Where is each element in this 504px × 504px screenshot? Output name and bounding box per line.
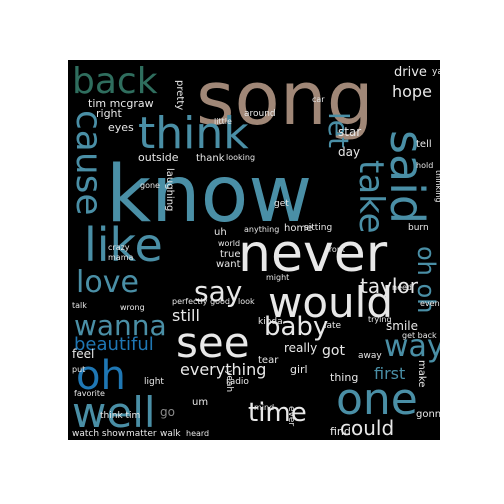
word-look: look <box>238 297 255 306</box>
word-beautiful: beautiful <box>74 334 154 355</box>
word-home: home <box>284 223 313 234</box>
word-heard: heard <box>186 429 210 438</box>
word-way: way <box>384 329 440 364</box>
word-kinda: kinda <box>258 317 283 327</box>
word-anything: anything <box>244 225 280 234</box>
word-cloud: song know think never said back cause li… <box>68 60 440 440</box>
word-hope: hope <box>392 82 432 101</box>
word-said: said <box>380 130 434 225</box>
word-front: front <box>326 245 346 254</box>
word-favorite: favorite <box>74 389 105 398</box>
word-get-back: get back <box>402 331 437 340</box>
word-even: even <box>420 299 440 308</box>
word-watch-show: watch show <box>72 429 126 439</box>
word-taylor: taylor <box>360 274 418 298</box>
word-mind: mind <box>254 403 275 412</box>
word-first: first <box>374 364 406 383</box>
word-still: still <box>172 306 200 325</box>
word-sitting: sitting <box>304 223 333 233</box>
word-take: take <box>351 160 391 234</box>
word-let: let <box>322 112 355 148</box>
word-thinking: thinking <box>434 170 440 203</box>
word-get: get <box>274 199 289 209</box>
word-everything: everything <box>180 360 267 379</box>
word-thing: thing <box>330 371 359 384</box>
word-um: um <box>192 397 209 408</box>
word-perfectly-good: perfectly good <box>172 297 231 306</box>
word-away: away <box>358 351 382 361</box>
word-crazy: crazy <box>108 243 130 252</box>
word-baby: baby <box>264 312 329 342</box>
word-might: might <box>266 273 290 282</box>
word-wrong: wrong <box>120 303 145 312</box>
word-know: know <box>106 150 313 240</box>
word-matter: matter <box>126 429 157 439</box>
word-got: got <box>322 343 345 359</box>
word-cause: cause <box>68 110 109 216</box>
word-find: find <box>330 425 351 438</box>
word-star: star <box>338 125 362 139</box>
word-day: day <box>338 145 361 159</box>
word-pretty: pretty <box>174 80 185 111</box>
word-mama: mama <box>108 253 134 262</box>
word-light: light <box>144 377 164 387</box>
word-drive: drive <box>394 65 427 80</box>
word-tell: tell <box>416 139 432 150</box>
word-one: one <box>336 374 418 425</box>
word-smile: smile <box>386 319 418 333</box>
word-uh: uh <box>214 227 227 238</box>
word-think-tim: think tim <box>100 411 141 421</box>
word-like: like <box>84 218 163 272</box>
word-wanna: wanna <box>74 309 167 342</box>
word-oh: oh <box>76 353 126 399</box>
word-go: go <box>160 405 175 419</box>
word-little: little <box>214 117 232 126</box>
word-looking: looking <box>226 153 256 162</box>
word-put: put <box>72 365 86 374</box>
word-burn: burn <box>408 223 429 233</box>
word-really: really <box>284 341 318 355</box>
word-make: make <box>416 360 427 388</box>
word-world: world <box>218 239 241 248</box>
word-would: would <box>268 278 393 327</box>
word-ya: ya <box>432 67 440 77</box>
word-gonna: gonna <box>416 409 440 420</box>
word-trying: trying <box>368 315 392 324</box>
word-see: see <box>176 318 250 367</box>
word-say: say <box>194 275 243 308</box>
word-tear: tear <box>258 355 279 366</box>
word-thank: thank <box>196 153 225 164</box>
word-tim-mcgraw: tim mcgraw <box>88 97 154 110</box>
word-oh-oh: oh oh <box>412 246 440 314</box>
word-time: time <box>248 398 307 428</box>
word-right: right <box>96 107 122 120</box>
word-car: car <box>312 95 325 104</box>
word-hold: hold <box>416 161 434 170</box>
word-around: around <box>244 109 276 119</box>
word-late: late <box>324 321 342 331</box>
word-eyes: eyes <box>108 121 134 134</box>
word-radio: radio <box>226 377 249 387</box>
word-back: back <box>72 61 158 102</box>
word-walk: walk <box>160 429 181 439</box>
word-could: could <box>340 416 395 440</box>
word-outside: outside <box>138 151 179 164</box>
word-talk: talk <box>72 301 87 310</box>
word-yeah: yeah <box>224 370 234 393</box>
word-think: think <box>138 108 249 159</box>
word-true: true <box>220 249 241 260</box>
word-song: song <box>196 60 374 142</box>
word-love: love <box>76 265 139 300</box>
word-laughing: laughing <box>164 168 175 212</box>
word-want: want <box>216 259 241 270</box>
word-feel: feel <box>72 347 95 361</box>
word-gone: gone <box>140 181 160 190</box>
word-well: well <box>72 388 156 437</box>
word-never: never <box>238 224 388 284</box>
word-ever: ever <box>286 406 296 427</box>
word-girl: girl <box>290 363 308 376</box>
word-need: need <box>392 283 412 292</box>
